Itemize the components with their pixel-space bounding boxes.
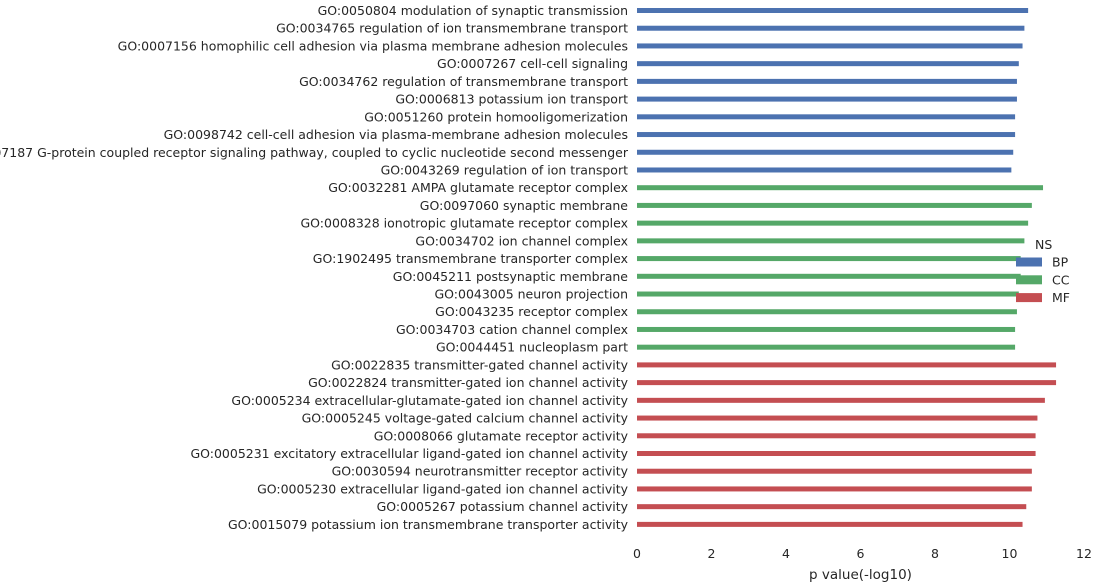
bar-cc [637, 291, 1019, 297]
bar-bp [637, 167, 1012, 173]
bar-bp [637, 25, 1025, 31]
bar-cc [637, 273, 1021, 279]
category-label: GO:0034702 ion channel complex [415, 233, 628, 248]
legend-entries: BP CC MF [1016, 255, 1070, 305]
x-tick-label: 8 [931, 546, 939, 561]
category-label: GO:1902495 transmembrane transporter com… [313, 251, 628, 266]
bars-layer [637, 8, 1057, 527]
category-label: GO:0005231 excitatory extracellular liga… [190, 446, 628, 461]
bar-cc [637, 238, 1025, 244]
category-labels: GO:0050804 modulation of synaptic transm… [0, 3, 629, 532]
category-label: GO:0030594 neurotransmitter receptor act… [332, 464, 629, 479]
x-tick-label: 0 [633, 546, 641, 561]
bar-mf [637, 397, 1045, 403]
category-label: GO:0007187 G-protein coupled receptor si… [0, 145, 629, 160]
category-label: GO:0005267 potassium channel activity [377, 499, 629, 514]
x-tick-label: 6 [857, 546, 865, 561]
category-label: GO:0034703 cation channel complex [396, 322, 628, 337]
category-label: GO:0044451 nucleoplasm part [436, 340, 628, 355]
bar-cc [637, 202, 1032, 208]
bar-mf [637, 433, 1036, 439]
category-label: GO:0015079 potassium ion transmembrane t… [228, 517, 629, 532]
category-label: GO:0007267 cell-cell signaling [437, 56, 628, 71]
category-label: GO:0006813 potassium ion transport [395, 92, 628, 107]
category-label: GO:0043235 receptor complex [435, 304, 628, 319]
bar-cc [637, 326, 1016, 332]
x-tick-label: 12 [1076, 546, 1092, 561]
bar-cc [637, 256, 1021, 262]
bar-mf [637, 451, 1036, 456]
legend-swatch-cc [1016, 275, 1042, 285]
bar-mf [637, 486, 1032, 492]
category-label: GO:0032281 AMPA glutamate receptor compl… [328, 180, 628, 195]
bar-bp [637, 43, 1023, 49]
x-tick-label: 4 [782, 546, 790, 561]
bar-bp [637, 78, 1017, 84]
legend-swatch-bp [1016, 257, 1042, 267]
category-label: GO:0005230 extracellular ligand-gated io… [257, 481, 629, 496]
legend-swatch-mf [1016, 293, 1042, 303]
legend: NS BP CC MF [1016, 237, 1070, 305]
legend-title: NS [1035, 237, 1052, 252]
x-axis-label: p value(-log10) [809, 567, 912, 583]
bar-mf [637, 380, 1057, 386]
bar-cc [637, 220, 1029, 226]
category-label: GO:0043005 neuron projection [434, 287, 628, 302]
category-label: GO:0005234 extracellular-glutamate-gated… [231, 393, 628, 408]
x-tick-label: 2 [708, 546, 716, 561]
bar-bp [637, 132, 1016, 138]
legend-label-cc: CC [1052, 272, 1070, 287]
bar-cc [637, 185, 1044, 191]
bar-cc [637, 309, 1017, 315]
bar-mf [637, 504, 1027, 510]
category-label: GO:0022835 transmitter-gated channel act… [331, 357, 628, 372]
category-label: GO:0034762 regulation of transmembrane t… [299, 74, 628, 89]
category-label: GO:0007156 homophilic cell adhesion via … [118, 38, 628, 53]
bar-mf [637, 362, 1057, 368]
x-tick-label: 10 [1002, 546, 1018, 561]
category-label: GO:0045211 postsynaptic membrane [393, 269, 629, 284]
category-label: GO:0051260 protein homooligomerization [364, 109, 628, 124]
category-label: GO:0050804 modulation of synaptic transm… [318, 3, 628, 18]
category-label: GO:0005245 voltage-gated calcium channel… [302, 411, 629, 426]
bar-mf [637, 521, 1023, 527]
bar-bp [637, 8, 1029, 13]
category-label: GO:0098742 cell-cell adhesion via plasma… [164, 127, 628, 142]
category-label: GO:0008328 ionotropic glutamate receptor… [301, 216, 629, 231]
category-label: GO:0043269 regulation of ion transport [381, 162, 629, 177]
legend-label-mf: MF [1052, 290, 1070, 305]
category-label: GO:0034765 regulation of ion transmembra… [276, 21, 628, 36]
bar-cc [637, 344, 1016, 350]
category-label: GO:0022824 transmitter-gated ion channel… [308, 375, 629, 390]
category-label: GO:0008066 glutamate receptor activity [374, 428, 629, 443]
bar-bp [637, 96, 1017, 102]
bar-mf [637, 415, 1038, 421]
bar-mf [637, 468, 1032, 474]
bar-bp [637, 114, 1016, 120]
bar-bp [637, 149, 1014, 155]
category-label: GO:0097060 synaptic membrane [420, 198, 629, 213]
x-axis-ticks: 0 2 4 6 8 10 12 [633, 546, 1092, 561]
bar-bp [637, 61, 1019, 67]
legend-label-bp: BP [1052, 255, 1069, 270]
